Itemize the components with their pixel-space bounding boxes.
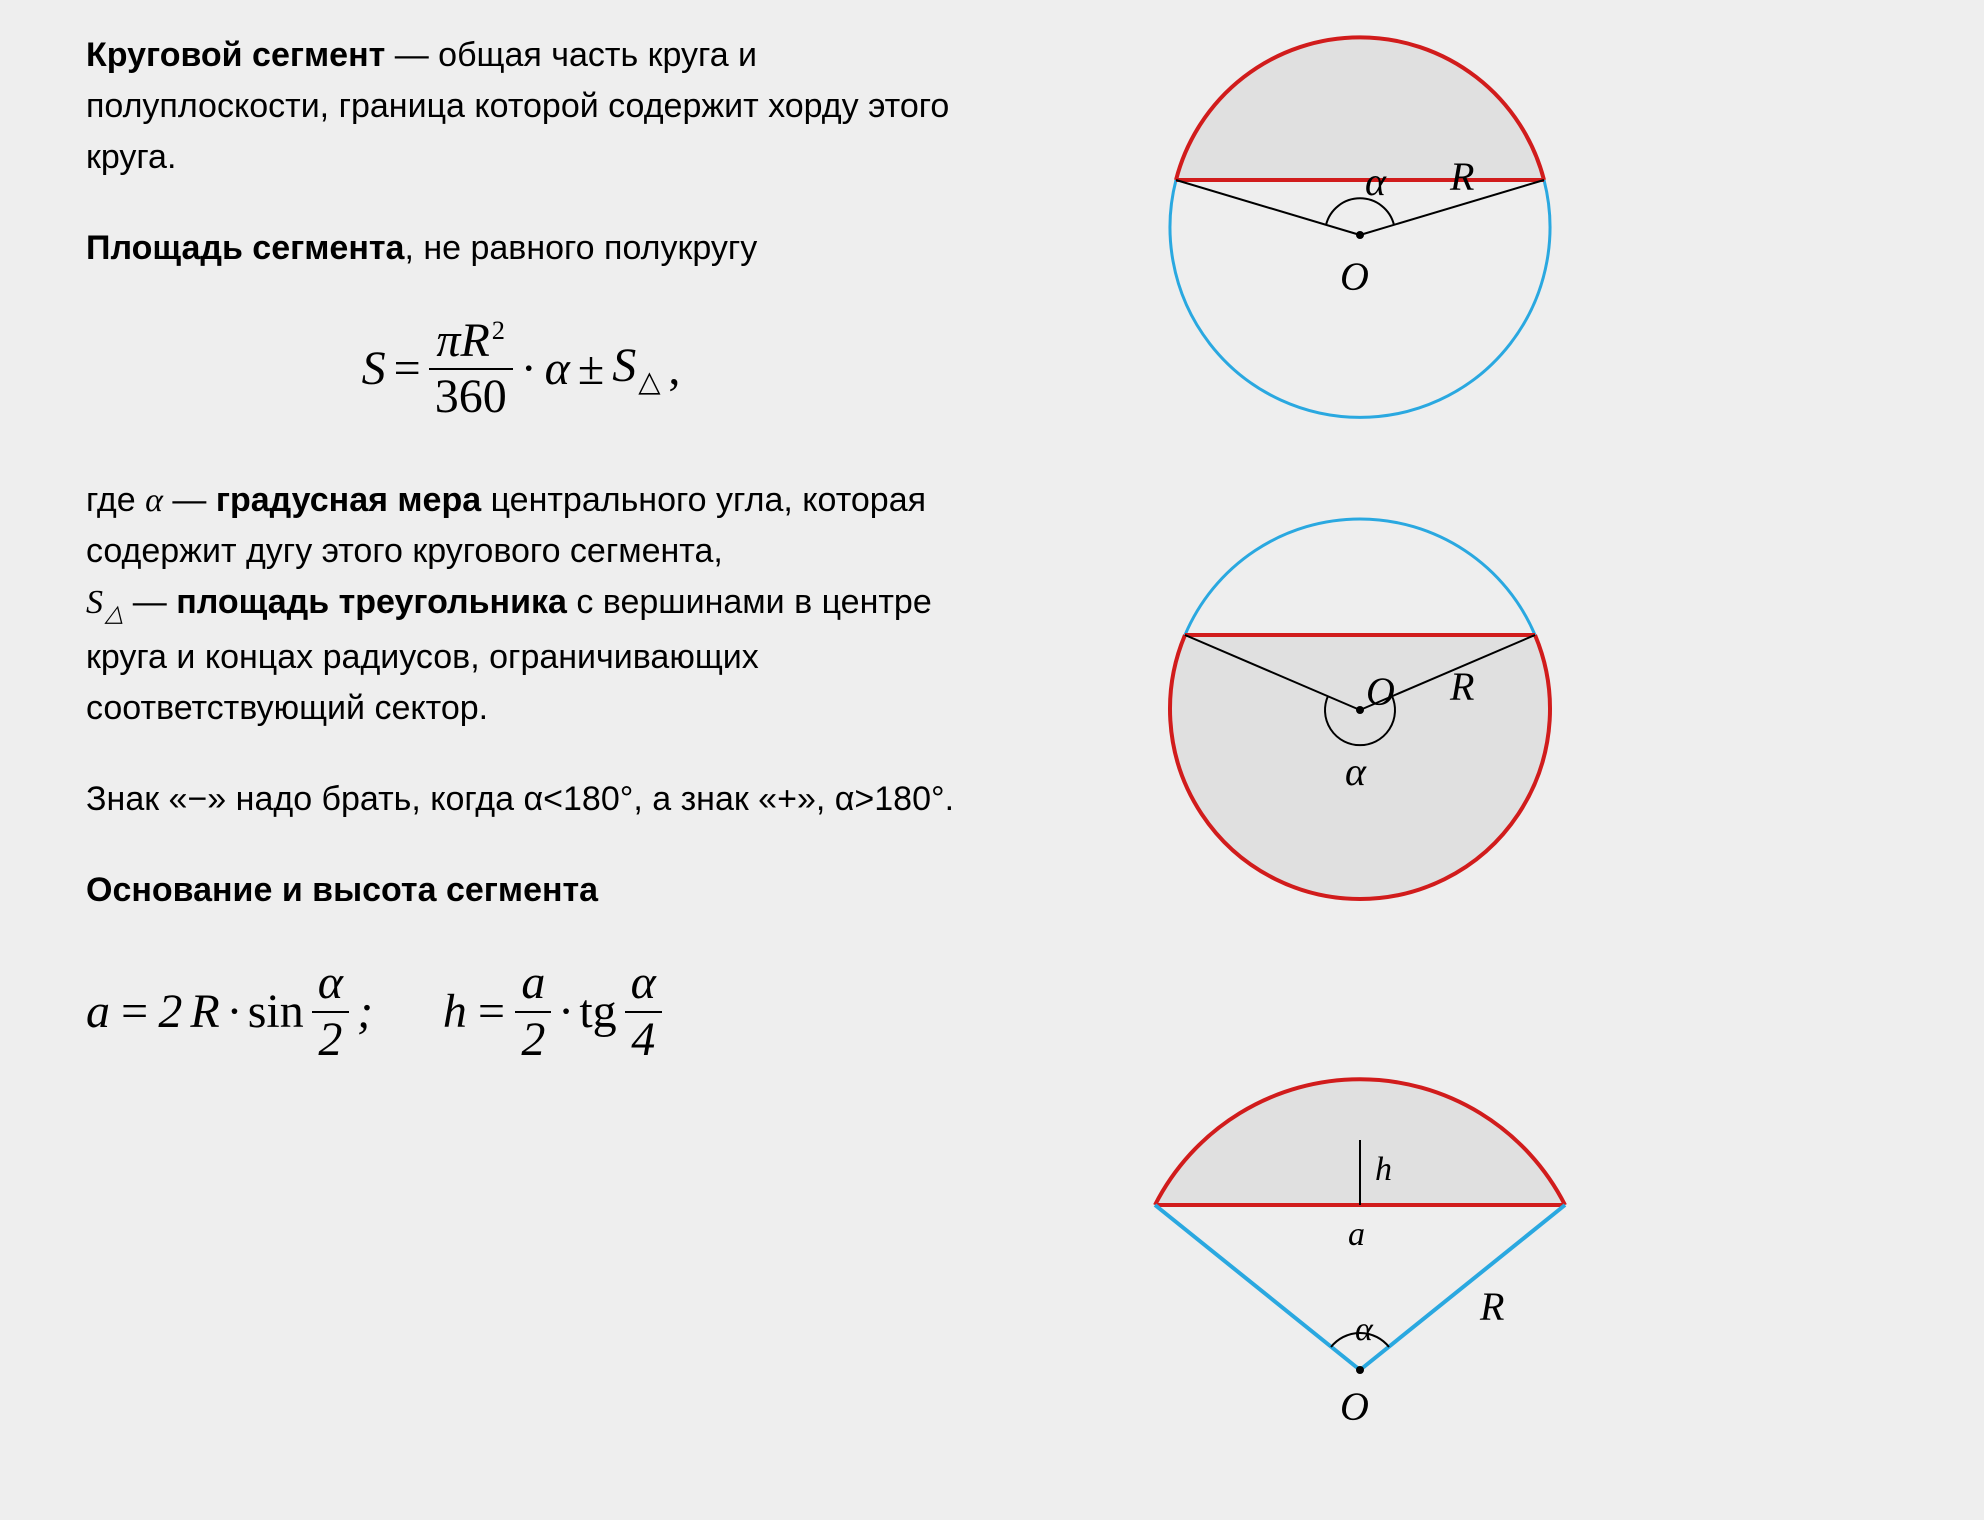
num-alpha2: α bbox=[625, 956, 662, 1010]
exp-2: 2 bbox=[492, 315, 505, 345]
fraction-piR2-360: πR2 360 bbox=[429, 314, 513, 425]
fig3-label-h: h bbox=[1375, 1151, 1392, 1188]
a-lhs: a bbox=[86, 984, 110, 1039]
var-S: S bbox=[362, 345, 386, 393]
explanation-para: где α — градусная мера центрального угла… bbox=[86, 475, 956, 734]
base-height-formulas: a = 2R · sin α 2 ; h = a 2 · tg α bbox=[86, 956, 956, 1067]
fig3-radius-right bbox=[1360, 1205, 1565, 1370]
area-heading: Площадь сегмента, не равного полукругу bbox=[86, 223, 956, 274]
pre: где bbox=[86, 481, 145, 519]
dot3: · bbox=[559, 984, 571, 1039]
alpha: α bbox=[545, 345, 570, 393]
figure-3: h a α R O bbox=[1155, 1079, 1565, 1429]
fig2-arc-blue bbox=[1185, 519, 1535, 635]
area-formula: S = πR2 360 · α ± S△ , bbox=[362, 314, 681, 425]
diagram-column: α R O O R α bbox=[1010, 10, 1710, 1510]
area-rest: , не равного полукругу bbox=[404, 229, 757, 267]
pi: π bbox=[436, 314, 460, 367]
S-triangle: S△ bbox=[612, 342, 660, 397]
eq-sign: = bbox=[394, 345, 421, 393]
text-column: Круговой сегмент — общая часть круга и п… bbox=[86, 30, 956, 1067]
mid1: — bbox=[163, 481, 216, 519]
frac-alpha-4: α 4 bbox=[625, 956, 662, 1067]
fig2-center-dot bbox=[1356, 706, 1364, 714]
frac-numerator: πR2 bbox=[430, 314, 511, 368]
sin: sin bbox=[248, 984, 304, 1039]
frac-denominator: 360 bbox=[429, 370, 513, 424]
fig2-label-O: O bbox=[1366, 669, 1395, 714]
eq2: = bbox=[475, 984, 507, 1039]
tri-inline: △ bbox=[105, 601, 123, 627]
fig2-label-alpha: α bbox=[1345, 749, 1367, 794]
diagrams-svg: α R O O R α bbox=[1010, 10, 1710, 1510]
figure-2: O R α bbox=[1170, 519, 1550, 899]
frac-a-2: a 2 bbox=[515, 956, 551, 1067]
fig1-label-alpha: α bbox=[1365, 159, 1387, 204]
fig1-label-R: R bbox=[1449, 154, 1474, 199]
fig3-label-O: O bbox=[1340, 1384, 1369, 1429]
fig3-label-R: R bbox=[1479, 1284, 1504, 1329]
frac-alpha-2: α 2 bbox=[312, 956, 349, 1067]
S2: S bbox=[612, 339, 636, 392]
h-lhs: h bbox=[443, 984, 467, 1039]
mid2: — bbox=[123, 583, 176, 621]
fig1-center-dot bbox=[1356, 231, 1364, 239]
formula-h: h = a 2 · tg α 4 bbox=[443, 956, 662, 1067]
fig1-segment-fill bbox=[1176, 37, 1544, 180]
degree-measure-bold: градусная мера bbox=[216, 481, 481, 519]
fig3-label-a: a bbox=[1348, 1216, 1365, 1253]
sign-note: Знак «−» надо брать, когда α<180°, а зна… bbox=[86, 774, 956, 825]
num-a: a bbox=[515, 956, 551, 1010]
dot2: · bbox=[228, 984, 240, 1039]
S-inline: S bbox=[86, 584, 103, 621]
fig1-radius-left bbox=[1176, 180, 1360, 235]
term-segment: Круговой сегмент bbox=[86, 36, 385, 74]
fig1-label-O: O bbox=[1340, 254, 1369, 299]
comma: , bbox=[668, 345, 680, 393]
two: 2 bbox=[158, 984, 182, 1039]
fig3-label-alpha: α bbox=[1355, 1311, 1374, 1348]
num-alpha: α bbox=[312, 956, 349, 1010]
R2: R bbox=[190, 984, 219, 1039]
base-height-bold: Основание и высота сегмента bbox=[86, 871, 598, 909]
page-root: { "text": { "p1_bold": "Круговой сегмент… bbox=[0, 0, 1984, 1520]
alpha-inline: α bbox=[145, 482, 163, 519]
fig3-radius-left bbox=[1155, 1205, 1360, 1370]
den-2b: 2 bbox=[515, 1013, 551, 1067]
semicolon: ; bbox=[357, 984, 373, 1039]
formula-a: a = 2R · sin α 2 ; bbox=[86, 956, 373, 1067]
pm: ± bbox=[578, 345, 604, 393]
figure-1: α R O bbox=[1170, 37, 1550, 417]
area-formula-block: S = πR2 360 · α ± S△ , bbox=[86, 314, 956, 425]
R: R bbox=[460, 314, 489, 367]
den-4: 4 bbox=[625, 1013, 661, 1067]
triangle-sub: △ bbox=[638, 366, 660, 398]
eq1: = bbox=[118, 984, 150, 1039]
triangle-area-bold: площадь треугольника bbox=[176, 583, 567, 621]
definition-para: Круговой сегмент — общая часть круга и п… bbox=[86, 30, 956, 183]
tg: tg bbox=[579, 984, 616, 1039]
base-height-heading: Основание и высота сегмента bbox=[86, 865, 956, 916]
dot: · bbox=[521, 345, 537, 393]
area-bold: Площадь сегмента bbox=[86, 229, 404, 267]
fig3-center-dot bbox=[1356, 1366, 1364, 1374]
fig2-label-R: R bbox=[1449, 664, 1474, 709]
den-2: 2 bbox=[312, 1013, 348, 1067]
